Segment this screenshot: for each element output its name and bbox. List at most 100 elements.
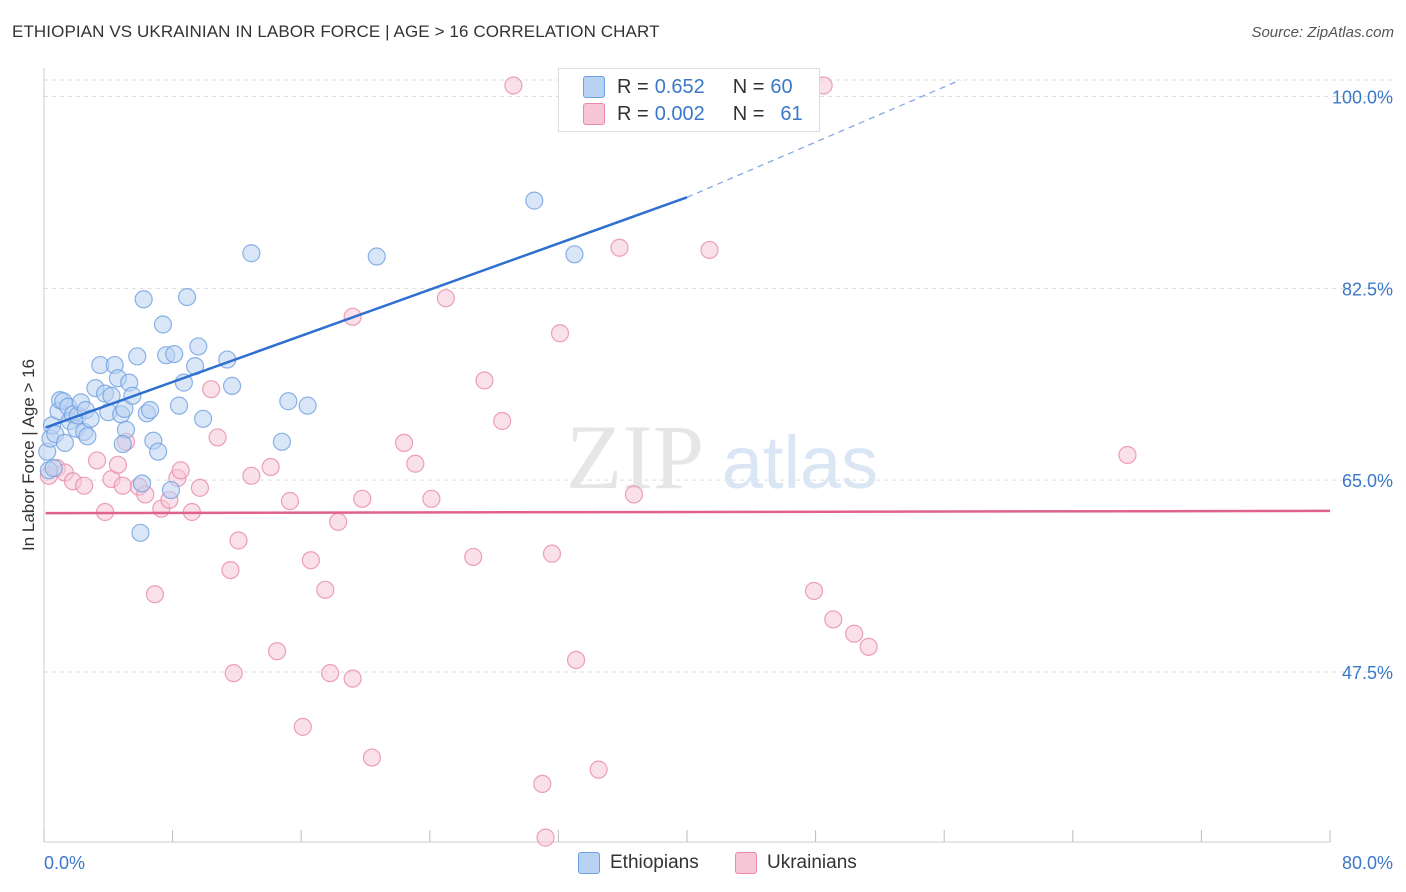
- legend-swatch-blue: [583, 76, 605, 98]
- bottom-legend-ethiopians: Ethiopians: [578, 852, 699, 874]
- ukrainian-trend-line: [45, 509, 1331, 515]
- ethiopian-point: [161, 480, 181, 500]
- legend-row-ethiopians: R = 0.652 N = 60: [583, 74, 793, 100]
- ukrainian-point: [550, 324, 570, 343]
- ukrainian-point: [542, 544, 562, 563]
- axes: 47.5% 65.0% 82.5% 100.0% 0.0% 80.0%: [43, 68, 1393, 873]
- legend-r-value: 0.002: [654, 102, 705, 125]
- ukrainian-point: [422, 489, 441, 508]
- watermark-atlas: atlas: [722, 421, 878, 504]
- ukrainian-point: [145, 585, 165, 604]
- x-tick-label-max: 80.0%: [1342, 853, 1393, 873]
- ethiopian-point: [128, 347, 147, 366]
- ethiopian-point: [44, 459, 63, 478]
- legend-row-ukrainians: R = 0.002 N = 61: [583, 101, 803, 127]
- ethiopian-point: [140, 400, 160, 420]
- ukrainian-point: [533, 774, 552, 793]
- legend-swatch-pink: [583, 103, 605, 125]
- legend-r-value: 0.652: [654, 75, 705, 98]
- ukrainian-point: [589, 760, 608, 779]
- y-tick-label: 65.0%: [1342, 471, 1393, 491]
- ethiopian-point: [189, 337, 208, 356]
- ukrainian-point: [224, 664, 243, 683]
- grid-lines: [44, 79, 1395, 673]
- ukrainian-point: [362, 748, 382, 767]
- ethiopian-point: [565, 245, 584, 264]
- ukrainian-point: [329, 512, 348, 531]
- ukrainian-point: [208, 428, 227, 447]
- ukrainian-point: [75, 476, 94, 495]
- ethiopian-point: [367, 247, 386, 266]
- ukrainian-point: [221, 560, 240, 580]
- ethiopian-trend-line: [45, 196, 688, 429]
- ukrainian-point: [536, 828, 555, 847]
- ukrainian-point: [1118, 445, 1137, 465]
- legend-r-label: R =: [617, 75, 649, 98]
- correlation-legend: R = 0.652 N = 60 R = 0.002 N = 61: [558, 68, 820, 132]
- ukrainian-point: [394, 433, 414, 453]
- ukrainian-point: [171, 461, 190, 480]
- legend-r-label: R =: [617, 102, 649, 125]
- ukrainian-point: [353, 489, 372, 508]
- watermark: ZIP atlas: [566, 406, 878, 508]
- ukrainian-point: [824, 610, 843, 629]
- x-tick-label-min: 0.0%: [44, 853, 85, 873]
- ukrainian-point: [436, 289, 455, 308]
- ukrainian-point: [406, 454, 425, 473]
- ethiopian-point: [194, 409, 213, 428]
- ethiopian-point: [165, 345, 184, 364]
- legend-n-value: 60: [770, 75, 793, 98]
- chart-title: ETHIOPIAN VS UKRAINIAN IN LABOR FORCE | …: [12, 22, 660, 41]
- data-points: [38, 76, 1137, 847]
- ethiopian-point: [177, 287, 197, 307]
- bottom-legend-label-ethiopians: Ethiopians: [610, 852, 699, 873]
- ethiopian-point: [298, 396, 317, 415]
- ukrainian-point: [293, 717, 312, 736]
- bottom-legend-swatch-pink: [735, 852, 757, 874]
- ukrainian-point: [280, 491, 300, 511]
- ukrainian-point: [475, 371, 494, 390]
- ethiopian-point: [153, 315, 173, 334]
- ukrainian-point: [464, 547, 483, 567]
- source-label: Source: ZipAtlas.com: [1251, 24, 1394, 41]
- ukrainian-point: [242, 466, 261, 485]
- y-tick-label: 100.0%: [1332, 87, 1393, 107]
- ethiopian-point: [78, 427, 97, 446]
- ethiopian-point: [131, 523, 150, 542]
- legend-n-value: 61: [780, 102, 803, 125]
- ukrainian-point: [301, 551, 320, 570]
- trend-lines: [45, 79, 1331, 515]
- ethiopian-point: [279, 392, 298, 411]
- y-axis-label: In Labor Force | Age > 16: [19, 359, 38, 551]
- ukrainian-point: [845, 624, 864, 643]
- ukrainian-point: [261, 457, 280, 477]
- legend-n-label: N =: [732, 75, 765, 98]
- ukrainian-point: [566, 650, 586, 670]
- ukrainian-point: [804, 581, 824, 601]
- ukrainian-point: [700, 240, 719, 260]
- ukrainian-point: [229, 531, 248, 550]
- legend-n-label: N =: [732, 102, 765, 125]
- ukrainian-point: [504, 76, 523, 95]
- bottom-legend-ukrainians: Ukrainians: [735, 852, 857, 874]
- ukrainian-point: [493, 411, 512, 431]
- ethiopian-point: [222, 376, 242, 395]
- ukrainian-point: [610, 238, 629, 257]
- ukrainian-point: [316, 580, 335, 599]
- y-tick-label: 82.5%: [1342, 279, 1393, 299]
- ukrainian-point: [202, 380, 221, 399]
- ukrainian-point: [190, 478, 210, 497]
- bottom-legend-swatch-blue: [578, 852, 600, 874]
- ethiopian-point: [134, 290, 153, 309]
- ukrainian-point: [321, 664, 340, 683]
- ukrainian-point: [859, 637, 878, 656]
- ukrainian-point: [267, 642, 287, 661]
- ukrainian-point: [87, 451, 107, 470]
- y-tick-label: 47.5%: [1342, 663, 1393, 683]
- ukrainian-point: [343, 669, 362, 688]
- ethiopian-point: [242, 244, 261, 263]
- ethiopian-point: [55, 433, 74, 453]
- ethiopian-trend-extension: [686, 79, 961, 198]
- bottom-legend-label-ukrainians: Ukrainians: [767, 852, 857, 873]
